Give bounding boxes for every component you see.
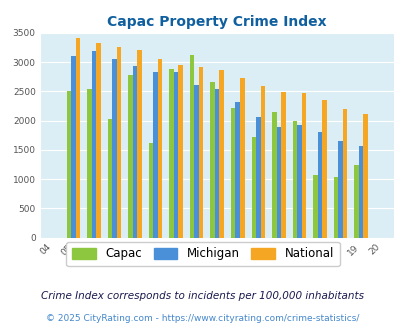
Bar — [214, 89, 219, 238]
Bar — [132, 66, 137, 238]
Text: Crime Index corresponds to incidents per 100,000 inhabitants: Crime Index corresponds to incidents per… — [41, 291, 364, 301]
Bar — [292, 121, 296, 238]
Bar — [301, 93, 305, 238]
Bar — [276, 126, 280, 238]
Bar — [260, 85, 264, 238]
Bar — [296, 125, 301, 238]
Bar — [312, 175, 317, 238]
Bar — [71, 56, 75, 238]
Bar — [96, 43, 100, 238]
Bar — [153, 72, 158, 238]
Bar — [137, 50, 141, 238]
Bar — [317, 132, 321, 238]
Bar — [75, 38, 80, 238]
Bar — [256, 117, 260, 238]
Bar — [271, 112, 276, 238]
Bar — [358, 146, 362, 238]
Bar — [66, 91, 71, 238]
Bar — [128, 75, 132, 238]
Bar — [251, 137, 256, 238]
Bar — [230, 108, 235, 238]
Bar — [158, 59, 162, 238]
Bar — [321, 100, 326, 238]
Bar — [87, 89, 92, 238]
Bar — [107, 119, 112, 238]
Title: Capac Property Crime Index: Capac Property Crime Index — [107, 15, 326, 29]
Bar — [337, 141, 342, 238]
Bar — [353, 165, 358, 238]
Bar — [117, 47, 121, 238]
Bar — [178, 65, 183, 238]
Bar — [198, 67, 203, 238]
Bar — [149, 143, 153, 238]
Bar — [342, 109, 346, 238]
Bar — [210, 82, 214, 238]
Bar — [235, 102, 239, 238]
Bar — [280, 92, 285, 238]
Bar — [112, 59, 117, 238]
Bar — [239, 78, 244, 238]
Bar — [92, 50, 96, 238]
Bar — [333, 178, 337, 238]
Bar — [362, 114, 367, 238]
Text: © 2025 CityRating.com - https://www.cityrating.com/crime-statistics/: © 2025 CityRating.com - https://www.city… — [46, 314, 359, 323]
Bar — [190, 55, 194, 238]
Legend: Capac, Michigan, National: Capac, Michigan, National — [66, 242, 339, 266]
Bar — [173, 72, 178, 238]
Bar — [194, 85, 198, 238]
Bar — [219, 70, 224, 238]
Bar — [169, 69, 173, 238]
